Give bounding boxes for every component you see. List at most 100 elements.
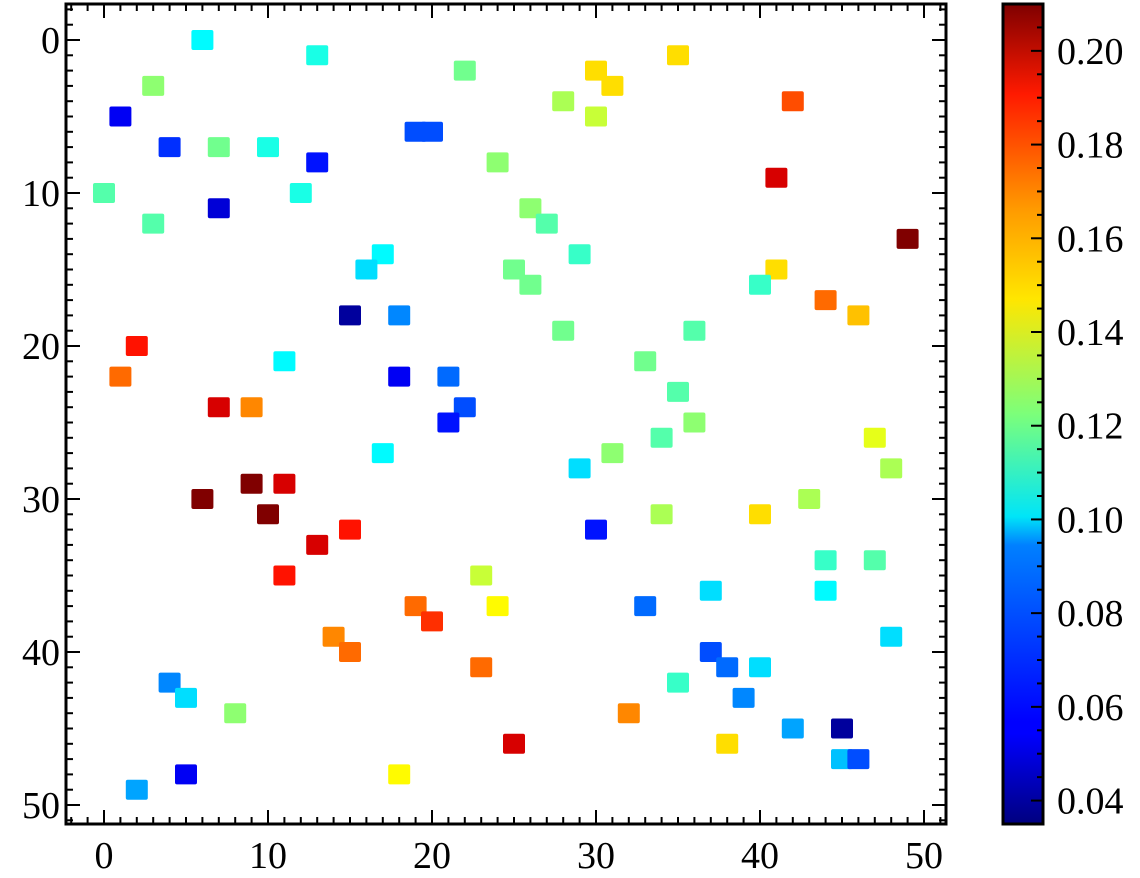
colorbar-tick-label: 0.08 xyxy=(1057,593,1124,635)
heatmap-cell xyxy=(437,412,460,433)
heatmap-cell xyxy=(535,213,558,234)
heatmap-cell xyxy=(585,60,607,81)
heatmap-cell xyxy=(699,642,722,662)
heatmap-cell xyxy=(388,305,411,326)
colorbar-tick-label: 0.14 xyxy=(1057,312,1124,354)
heatmap-cell xyxy=(453,60,476,81)
heatmap-cell xyxy=(749,657,771,678)
heatmap-cell xyxy=(224,703,247,724)
heatmap-cell xyxy=(781,718,804,739)
heatmap-cell xyxy=(388,366,411,387)
heatmap-cell xyxy=(371,244,394,265)
heatmap-cell xyxy=(814,290,837,311)
heatmap-cell xyxy=(667,45,689,66)
heatmap-cell xyxy=(404,596,427,617)
heatmap-cell xyxy=(716,657,739,678)
heatmap-cell xyxy=(142,213,165,234)
heatmap-cell xyxy=(207,198,230,219)
heatmap-cell xyxy=(798,489,821,509)
heatmap-cell xyxy=(191,489,214,509)
heatmap-cell xyxy=(273,565,296,586)
colorbar: 0.04 0.06 0.08 0.10 0.12 0.14 0.16 0.18 0.20 xyxy=(1001,2,1124,826)
heatmap-cell xyxy=(158,137,181,158)
heatmap-cell xyxy=(847,749,870,770)
heatmap-cell xyxy=(732,687,755,708)
colorbar-tick-label: 0.06 xyxy=(1057,687,1124,729)
heatmap-cell xyxy=(634,351,657,372)
colorbar-tick-label: 0.12 xyxy=(1057,406,1124,448)
heatmap-cell xyxy=(388,764,411,785)
heatmap-cell xyxy=(273,473,296,494)
heatmap-cell xyxy=(142,75,165,96)
heatmap-cell xyxy=(257,137,279,158)
heatmap-cell xyxy=(486,596,509,617)
heatmap-cell xyxy=(339,305,361,326)
colorbar-tick-label: 0.18 xyxy=(1057,125,1124,167)
heatmap-cell xyxy=(503,259,525,280)
heatmap-cell xyxy=(306,152,329,173)
heatmap-cell xyxy=(667,672,689,693)
heatmap-cell xyxy=(470,565,493,586)
heatmap-cell xyxy=(421,121,443,142)
y-tick-label: 0 xyxy=(41,20,60,62)
x-tick-label: 40 xyxy=(741,835,779,877)
heatmap-cell xyxy=(880,458,903,479)
heatmap-cell xyxy=(765,259,788,280)
colorbar-frame xyxy=(1001,2,1045,826)
heatmap-cell xyxy=(125,779,148,800)
heatmap-cell xyxy=(355,259,378,280)
heatmap-cell xyxy=(585,106,607,127)
heatmap-cell xyxy=(814,550,837,571)
heatmap-cell xyxy=(503,733,525,754)
heatmap-cell xyxy=(601,75,624,96)
x-tick-label: 20 xyxy=(413,835,451,877)
heatmap-cell xyxy=(191,30,214,50)
heatmap-cell xyxy=(306,534,329,555)
heatmap-cell xyxy=(306,45,329,66)
heatmap-cell xyxy=(552,320,575,341)
heatmap-cell xyxy=(486,152,509,173)
heatmap-cell xyxy=(667,381,689,402)
heatmap-cell xyxy=(683,320,706,341)
heatmap-cell xyxy=(93,183,115,203)
axes: 0 10 20 30 40 50 0 10 20 30 40 50 xyxy=(22,2,948,877)
x-tick-label: 10 xyxy=(249,835,287,877)
heatmap-cell xyxy=(519,198,542,219)
heatmap-cells xyxy=(93,30,919,800)
heatmap-cell xyxy=(519,274,542,295)
heatmap-cell xyxy=(765,167,788,188)
x-tick-label: 50 xyxy=(905,835,943,877)
heatmap-cell xyxy=(585,519,607,540)
heatmap-cell xyxy=(421,611,443,632)
heatmap-cell xyxy=(158,672,181,693)
heatmap-cell xyxy=(437,366,460,387)
heatmap-cell xyxy=(634,596,657,617)
y-tick-label: 50 xyxy=(22,785,60,827)
heatmap-cell xyxy=(470,657,493,678)
heatmap-cell xyxy=(814,580,837,601)
heatmap-cell xyxy=(683,412,706,433)
x-tick-label: 30 xyxy=(577,835,615,877)
heatmap-cell xyxy=(552,91,575,112)
heatmap-cell xyxy=(175,764,197,785)
heatmap-cell xyxy=(339,642,361,662)
y-tick-label: 40 xyxy=(22,632,60,674)
heatmap-cell xyxy=(175,687,197,708)
heatmap-cell xyxy=(109,366,132,387)
heatmap-cell xyxy=(749,504,771,525)
heatmap-cell xyxy=(109,106,132,127)
colorbar-tick-label: 0.16 xyxy=(1057,218,1124,260)
heatmap-cell xyxy=(453,397,476,418)
heatmap-cell xyxy=(207,137,230,158)
x-tick-label: 0 xyxy=(95,835,114,877)
colorbar-tick-label: 0.04 xyxy=(1057,781,1124,823)
heatmap-cell xyxy=(371,443,394,464)
heatmap-cell xyxy=(749,274,771,295)
colorbar-gradient xyxy=(1003,4,1043,824)
heatmap-cell xyxy=(831,718,853,739)
colorbar-tick-label: 0.10 xyxy=(1057,499,1124,541)
heatmap-cell xyxy=(240,397,263,418)
heatmap-cell xyxy=(273,351,296,372)
heatmap-cell xyxy=(699,580,722,601)
